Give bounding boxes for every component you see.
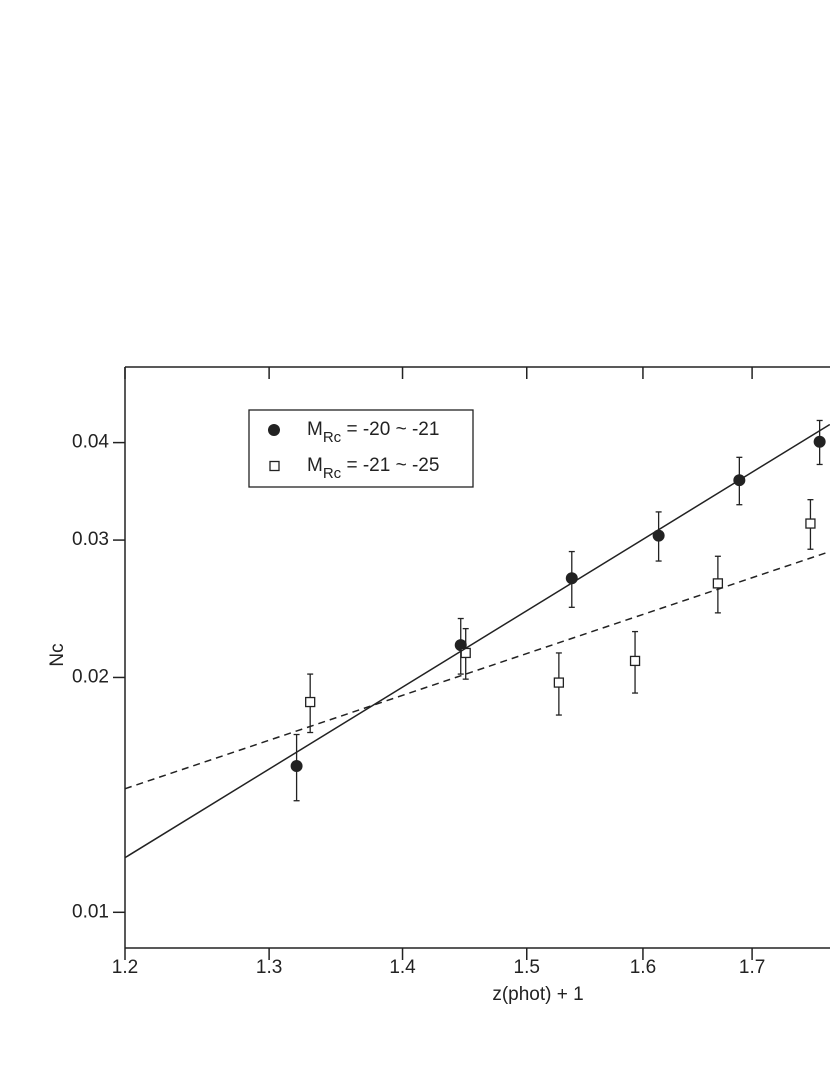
- data-point: [629, 655, 641, 667]
- x-tick-label: 1.3: [256, 957, 282, 978]
- legend-box: [248, 409, 474, 488]
- legend-label: MRc = -21 ~ -25: [307, 455, 439, 482]
- legend-label-part: M: [307, 419, 323, 440]
- legend-label-part: = -20 ~ -21: [341, 419, 439, 440]
- legend-marker: [268, 424, 280, 436]
- data-point: [290, 760, 303, 773]
- legend-label-part: Rc: [323, 429, 342, 446]
- x-tick-label: 1.4: [389, 957, 416, 978]
- legend-label-part: M: [307, 455, 323, 476]
- data-point: [813, 435, 826, 448]
- legend-marker: [269, 460, 280, 472]
- legend-label-part: = -21 ~ -25: [341, 455, 439, 476]
- x-tick-label: 1.2: [112, 957, 138, 978]
- data-point: [553, 677, 565, 688]
- data-point: [652, 529, 665, 542]
- y-tick-label: 0.02: [72, 666, 109, 687]
- y-tick-label: 0.04: [72, 432, 109, 453]
- data-point: [805, 518, 816, 529]
- x-tick-label: 1.7: [739, 957, 765, 978]
- legend-label-part: Rc: [323, 465, 342, 482]
- x-tick-label: 1.5: [514, 957, 540, 978]
- x-axis-label: z(phot) + 1: [492, 984, 583, 1005]
- y-tick-label: 0.01: [72, 901, 109, 922]
- fit-line: [124, 423, 830, 859]
- data-point: [712, 578, 724, 589]
- fit-line: [124, 550, 830, 790]
- y-tick-label: 0.03: [72, 529, 109, 550]
- y-axis-label: Nc: [47, 643, 68, 666]
- legend-label: MRc = -20 ~ -21: [307, 419, 439, 446]
- x-tick-label: 1.6: [630, 957, 656, 978]
- data-point: [305, 696, 316, 708]
